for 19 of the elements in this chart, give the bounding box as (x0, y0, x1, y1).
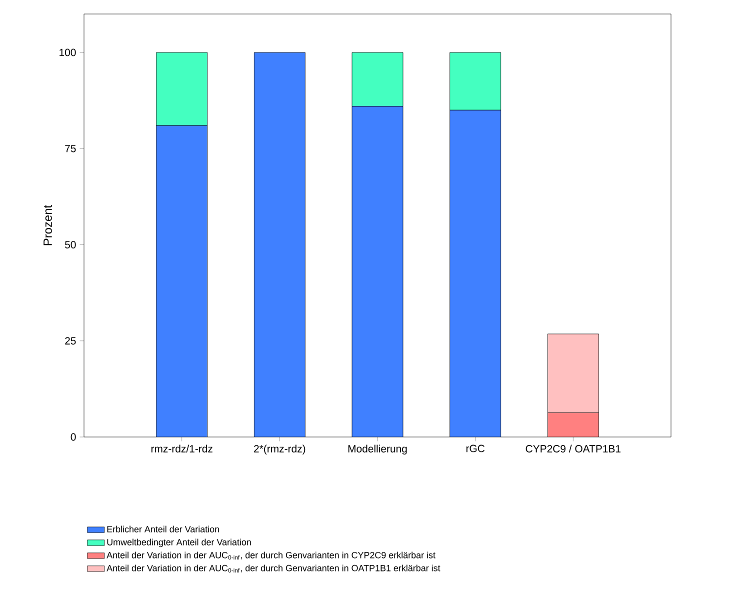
bar (254, 52, 306, 437)
x-tick-label: rmz-rdz/1-rdz (151, 444, 212, 452)
legend-label: Erblicher Anteil der Variation (107, 526, 219, 532)
legend-label: Umweltbedingter Anteil der Variation (107, 538, 251, 548)
y-tick-label: 0 (70, 433, 76, 441)
x-tick-label: Modellierung (348, 444, 407, 455)
y-axis-title: Prozent (44, 204, 52, 246)
bar (156, 125, 208, 437)
x-tick-label: CYP2C9 / OATP1B1 (526, 444, 621, 452)
y-tick-label: 75 (65, 144, 76, 152)
x-tick-label: 2*(rmz-rdz) (254, 444, 306, 455)
y-tick-label: 50 (65, 241, 76, 248)
bar (450, 110, 502, 437)
y-tick-label: 100 (60, 48, 76, 56)
y-tick-label: 25 (65, 337, 76, 345)
x-tick-label: rGC (466, 444, 485, 452)
bar (352, 106, 404, 437)
legend-label: Anteil der Variation in der AUC$_{0-inf}$, der durch Genvarianten in CYP2C9 erklärbar ist (106, 552, 436, 560)
legend-label: Anteil der Variation in der AUC$_{0-inf}$, der durch Genvarianten in OATP1B1 erklärbar ist (106, 564, 440, 573)
